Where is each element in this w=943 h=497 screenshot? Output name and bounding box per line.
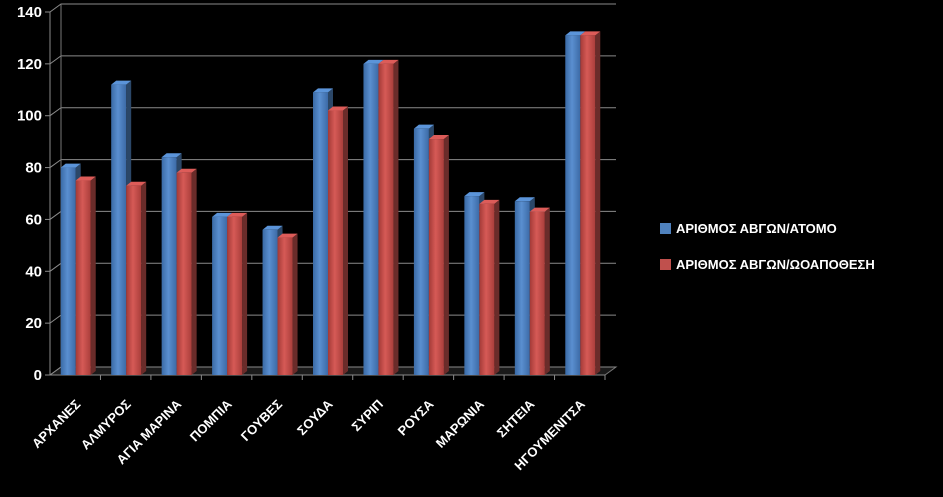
bar-front bbox=[464, 196, 480, 375]
bar-top bbox=[277, 233, 298, 238]
bar-front bbox=[413, 128, 429, 375]
bar-series2-0 bbox=[75, 176, 96, 375]
bar-front bbox=[126, 185, 142, 375]
gridline bbox=[49, 55, 616, 65]
bar-side bbox=[494, 199, 500, 375]
x-category-label: ΓΟΥΒΕΣ bbox=[238, 396, 286, 444]
bar-top bbox=[428, 135, 449, 140]
bar-side bbox=[544, 207, 550, 375]
bar-side bbox=[393, 59, 399, 375]
bar-front bbox=[529, 211, 545, 375]
x-category-label: ΠΟΜΠΙΑ bbox=[187, 396, 235, 444]
bar-top bbox=[378, 59, 399, 64]
bar-top bbox=[111, 80, 132, 85]
x-category-label: ΣΗΤΕΙΑ bbox=[494, 396, 538, 440]
bar-series2-8 bbox=[479, 199, 500, 375]
bar-side bbox=[595, 31, 601, 375]
bar-front bbox=[328, 110, 343, 376]
bar-side bbox=[343, 106, 348, 376]
bar-top bbox=[161, 153, 182, 158]
bar-top bbox=[75, 176, 96, 181]
bar-top bbox=[413, 124, 434, 129]
bar-series2-3 bbox=[227, 212, 248, 375]
bar-side bbox=[443, 135, 449, 375]
bar-top bbox=[464, 192, 485, 197]
bar-top bbox=[212, 212, 233, 217]
x-category-label: ΑΡΧΑΝΕΣ bbox=[29, 396, 84, 451]
bar-side bbox=[191, 168, 197, 375]
bar-series2-5 bbox=[328, 106, 348, 376]
bar-front bbox=[60, 167, 76, 375]
bar-front bbox=[428, 139, 444, 375]
bar-top bbox=[514, 197, 535, 202]
bar-series2-6 bbox=[378, 59, 399, 375]
bar-series2-7 bbox=[428, 135, 449, 375]
bar-side bbox=[242, 212, 248, 375]
bar-front bbox=[479, 203, 495, 375]
bar-top bbox=[176, 168, 197, 173]
bar-top bbox=[60, 163, 81, 168]
bar-top bbox=[126, 181, 147, 186]
bar-front bbox=[262, 229, 278, 375]
y-tick-label: 60 bbox=[25, 211, 42, 228]
bar-front bbox=[227, 216, 243, 375]
bar-front bbox=[378, 63, 394, 375]
y-tick-label: 0 bbox=[34, 367, 42, 384]
x-category-label: ΡΟΥΣΑ bbox=[395, 396, 437, 438]
bar-top bbox=[262, 225, 283, 230]
y-tick-label: 120 bbox=[17, 56, 42, 73]
bar-top bbox=[479, 199, 500, 204]
bar-front bbox=[212, 216, 228, 375]
bars bbox=[60, 31, 601, 376]
x-category-label: ΜΑΡΩΝΙΑ bbox=[433, 396, 488, 451]
legend-label-series1: ΑΡΙΘΜΟΣ ΑΒΓΩΝ/ΑΤΟΜΟ bbox=[676, 221, 837, 236]
bar-front bbox=[363, 63, 379, 375]
legend-swatch-series2 bbox=[660, 259, 671, 270]
gridline bbox=[49, 3, 616, 13]
y-tick-label: 80 bbox=[25, 160, 42, 177]
bar-top bbox=[328, 106, 348, 111]
bar-front bbox=[313, 92, 328, 375]
bar-front bbox=[277, 237, 293, 375]
bar-front bbox=[161, 157, 177, 375]
bar-top bbox=[227, 212, 248, 217]
legend: ΑΡΙΘΜΟΣ ΑΒΓΩΝ/ΑΤΟΜΟ ΑΡΙΘΜΟΣ ΑΒΓΩΝ/ΩΟΑΠΟΘΕ… bbox=[660, 221, 875, 272]
bar-top bbox=[313, 88, 333, 93]
bar-top bbox=[580, 31, 601, 36]
bar-series2-9 bbox=[529, 207, 550, 375]
bar-series2-1 bbox=[126, 181, 147, 375]
y-tick-label: 140 bbox=[17, 4, 42, 21]
bar-front bbox=[176, 172, 192, 375]
bar-top bbox=[565, 31, 586, 36]
bar-front bbox=[565, 35, 581, 375]
x-category-label: ΣΟΥΔΑ bbox=[294, 396, 336, 438]
bar-series2-10 bbox=[580, 31, 601, 375]
bar-series2-2 bbox=[176, 168, 197, 375]
bar-top bbox=[363, 59, 384, 64]
y-axis-ticks: 0 20 40 60 80 100 120 140 bbox=[17, 4, 50, 384]
bar-side bbox=[141, 181, 147, 375]
y-tick-label: 20 bbox=[25, 315, 42, 332]
x-category-label: ΣΥΡΙΠ bbox=[348, 397, 386, 435]
y-tick-label: 100 bbox=[17, 108, 42, 125]
bar-front bbox=[75, 180, 91, 375]
legend-label-series2: ΑΡΙΘΜΟΣ ΑΒΓΩΝ/ΩΟΑΠΟΘΕΣΗ bbox=[676, 257, 875, 272]
bar-top bbox=[529, 207, 550, 212]
bar-side bbox=[90, 176, 96, 375]
bar-front bbox=[580, 35, 596, 375]
bar-front bbox=[514, 201, 530, 375]
bar-series2-4 bbox=[277, 233, 298, 375]
bar-side bbox=[292, 233, 298, 375]
bar-front bbox=[111, 84, 127, 375]
legend-swatch-series1 bbox=[660, 223, 671, 234]
y-tick-label: 40 bbox=[25, 263, 42, 280]
